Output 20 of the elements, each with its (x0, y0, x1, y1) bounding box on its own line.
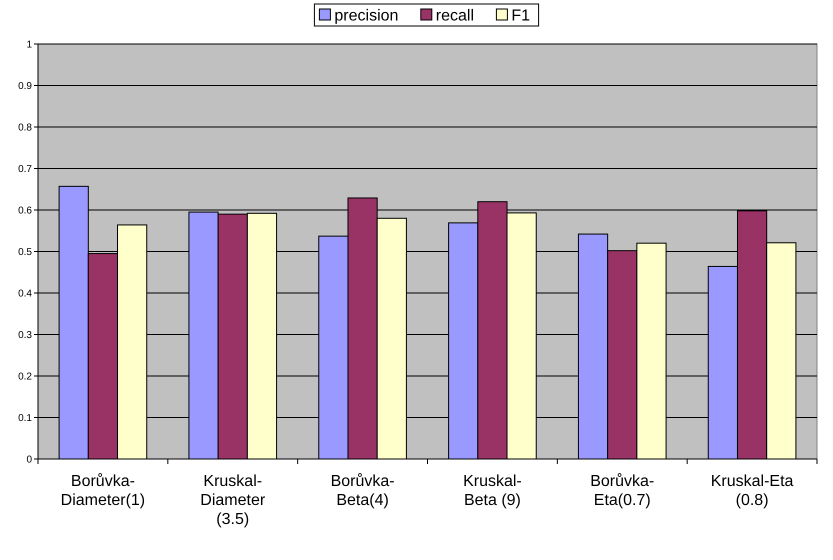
y-tick-label: 0.3 (18, 330, 32, 341)
y-tick-label: 0.8 (18, 122, 32, 134)
y-tick-label: 0.5 (18, 247, 32, 258)
y-tick-label: 0.9 (18, 81, 32, 92)
x-tick-label: Kruskal-Eta (0.8) (710, 473, 794, 509)
x-tick-label: Kruskal-Diameter (3.5) (200, 473, 266, 528)
y-tick-label: 1 (26, 40, 32, 50)
x-tick-label: Borůvka-Diameter(1) (60, 473, 146, 509)
y-tick-label: 0.6 (18, 206, 32, 216)
legend-label: recall (436, 8, 474, 24)
x-tick-label: Kruskal-Beta (9) (463, 473, 522, 509)
y-tick-label: 0.7 (18, 164, 32, 175)
y-tick-label: 0.4 (18, 288, 32, 300)
legend-label: precision (334, 8, 398, 24)
y-tick-label: 0 (26, 454, 32, 466)
x-tick-label: Borůvka-Eta(0.7) (590, 473, 654, 509)
y-tick-label: 0.2 (18, 372, 32, 382)
x-tick-label: Borůvka-Beta(4) (330, 473, 395, 509)
y-tick-label: 0.1 (18, 413, 32, 424)
legend-label: F1 (511, 8, 530, 24)
